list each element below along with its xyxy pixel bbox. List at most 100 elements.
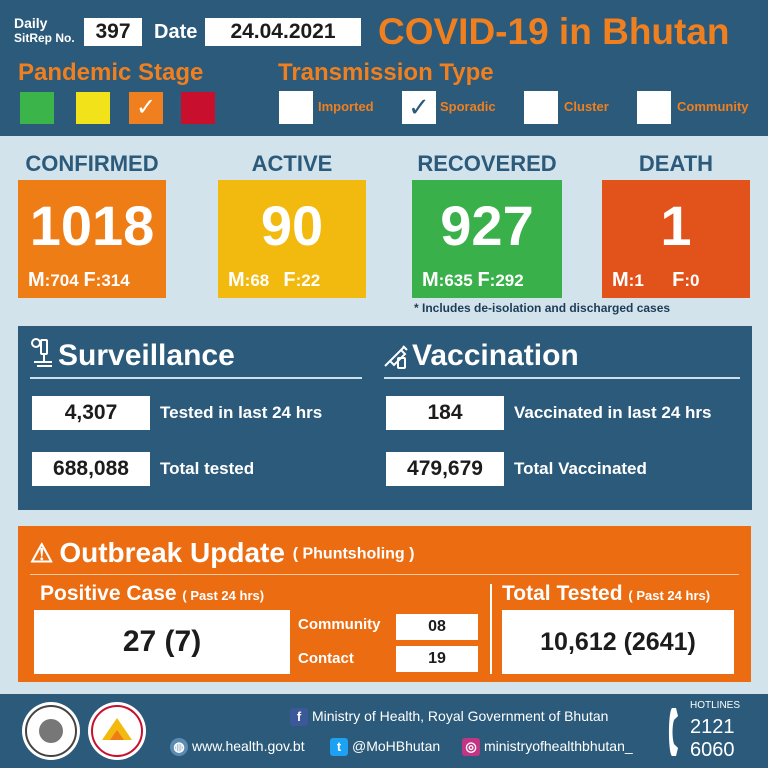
female-key: F xyxy=(477,269,490,291)
sitrep-label-line2: SitRep No. xyxy=(14,31,75,45)
contact-label: Contact xyxy=(298,650,354,667)
stage-level-green xyxy=(20,92,54,124)
outbreak-column-divider xyxy=(490,584,492,674)
stage-level-red xyxy=(181,92,215,124)
recovered-heading: RECOVERED xyxy=(417,151,557,176)
website-line[interactable]: ◍ www.health.gov.bt xyxy=(170,736,305,757)
transmission-checkbox-community xyxy=(637,91,671,124)
hotline-label: HOTLINES xyxy=(690,700,741,711)
twitter-line[interactable]: t @MoHBhutan xyxy=(330,736,441,757)
outbreak-tested-value: 10,612 (2641) xyxy=(502,610,734,674)
outbreak-title: ⚠ Outbreak Update ( Phuntsholing ) xyxy=(30,536,414,572)
stage-level-yellow xyxy=(76,92,110,124)
check-icon: ✓ xyxy=(135,94,157,121)
transmission-label-sporadic: Sporadic xyxy=(440,99,496,114)
death-male: :1 xyxy=(628,271,644,290)
confirmed-heading: CONFIRMED xyxy=(25,151,159,176)
death-breakdown: M:1 F:0 xyxy=(612,269,699,292)
positive-case-heading: Positive Case ( Past 24 hrs) xyxy=(40,580,264,610)
vaccinated-24h-label: Vaccinated in last 24 hrs xyxy=(514,403,712,422)
warning-icon: ⚠ xyxy=(30,538,54,568)
recovered-card: 927 M:635 F:292 xyxy=(412,180,562,298)
confirmed-breakdown: M:704 F:314 xyxy=(28,269,130,292)
transmission-label-imported: Imported xyxy=(318,99,374,114)
contact-value: 19 xyxy=(396,646,478,672)
active-breakdown: M:68 F:22 xyxy=(228,269,320,292)
transmission-type-title: Transmission Type xyxy=(278,59,494,86)
outbreak-divider xyxy=(30,574,739,575)
surveillance-panel: Surveillance 4,307 Tested in last 24 hrs… xyxy=(18,326,374,510)
header-bar: Daily SitRep No. 397 Date 24.04.2021 COV… xyxy=(0,0,768,136)
recovered-breakdown: M:635 F:292 xyxy=(422,269,524,292)
ministry-logo xyxy=(88,702,146,760)
hotline-number-2[interactable]: 6060 xyxy=(690,739,735,761)
total-tested-value: 688,088 xyxy=(32,452,150,486)
phone-icon xyxy=(669,708,678,756)
confirmed-female: :314 xyxy=(95,271,130,290)
globe-icon: ◍ xyxy=(170,738,188,757)
male-key: M xyxy=(28,269,45,291)
positive-case-sub: ( Past 24 hrs) xyxy=(182,588,265,603)
hotline-number-1[interactable]: 2121 xyxy=(690,716,735,738)
sitrep-number: 397 xyxy=(84,18,142,46)
active-female: :22 xyxy=(295,271,321,290)
date-value: 24.04.2021 xyxy=(205,18,361,46)
confirmed-male: :704 xyxy=(44,271,79,290)
total-vaccinated-label: Total Vaccinated xyxy=(514,459,647,478)
date-label: Date xyxy=(154,21,198,43)
syringe-icon xyxy=(384,345,408,369)
death-female: :0 xyxy=(684,271,700,290)
active-value: 90 xyxy=(260,194,324,257)
outbreak-update-panel: ⚠ Outbreak Update ( Phuntsholing ) Positi… xyxy=(18,526,751,682)
active-heading: ACTIVE xyxy=(251,151,333,176)
confirmed-value: 1018 xyxy=(29,194,155,257)
transmission-label-community: Community xyxy=(677,99,749,114)
vaccination-title: Vaccination xyxy=(412,339,579,372)
twitter-handle[interactable]: @MoHBhutan xyxy=(352,738,441,754)
twitter-icon: t xyxy=(330,738,348,757)
total-vaccinated-value: 479,679 xyxy=(386,452,504,486)
active-male: :68 xyxy=(244,271,270,290)
page-title: COVID-19 in Bhutan xyxy=(378,11,730,52)
positive-case-value: 27 (7) xyxy=(34,610,290,674)
vaccination-divider xyxy=(384,377,740,379)
female-key: F xyxy=(672,269,685,291)
vaccinated-24h-value: 184 xyxy=(386,396,504,430)
community-value: 08 xyxy=(396,614,478,640)
recovered-value: 927 xyxy=(440,194,534,257)
instagram-handle[interactable]: ministryofhealthbhutan_ xyxy=(484,738,633,754)
recovered-female: :292 xyxy=(489,271,524,290)
outbreak-tested-label: Total Tested xyxy=(502,582,623,605)
surveillance-divider xyxy=(30,377,362,379)
surveillance-title: Surveillance xyxy=(58,339,235,372)
transmission-checkbox-cluster xyxy=(524,91,558,124)
ministry-line: f Ministry of Health, Royal Government of… xyxy=(290,706,609,727)
total-tested-outbreak-heading: Total Tested ( Past 24 hrs) xyxy=(502,580,710,610)
website-link[interactable]: www.health.gov.bt xyxy=(192,738,305,754)
transmission-label-cluster: Cluster xyxy=(564,99,609,114)
male-key: M xyxy=(422,269,439,291)
outbreak-location: ( Phuntsholing ) xyxy=(292,545,415,563)
female-key: F xyxy=(283,269,296,291)
tested-24h-label: Tested in last 24 hrs xyxy=(160,403,323,422)
stage-level-orange: ✓ xyxy=(129,92,163,124)
instagram-line[interactable]: ◎ ministryofhealthbhutan_ xyxy=(462,736,633,757)
death-value: 1 xyxy=(660,194,692,257)
instagram-icon: ◎ xyxy=(462,738,480,757)
total-tested-label: Total tested xyxy=(160,459,255,478)
death-card: 1 M:1 F:0 xyxy=(602,180,750,298)
male-key: M xyxy=(228,269,245,291)
recovered-male: :635 xyxy=(438,271,473,290)
community-label: Community xyxy=(298,616,381,633)
ministry-name: Ministry of Health, Royal Government of … xyxy=(312,708,609,724)
pandemic-stage-title: Pandemic Stage xyxy=(18,59,204,86)
female-key: F xyxy=(83,269,96,291)
royal-emblem-logo xyxy=(22,702,80,760)
active-card: 90 M:68 F:22 xyxy=(218,180,366,298)
facebook-icon: f xyxy=(290,708,308,727)
sitrep-label-line1: Daily xyxy=(14,15,48,31)
transmission-checkbox-imported xyxy=(279,91,313,124)
outbreak-title-text: Outbreak Update xyxy=(59,537,285,568)
recovered-footnote: * Includes de-isolation and discharged c… xyxy=(414,301,671,315)
